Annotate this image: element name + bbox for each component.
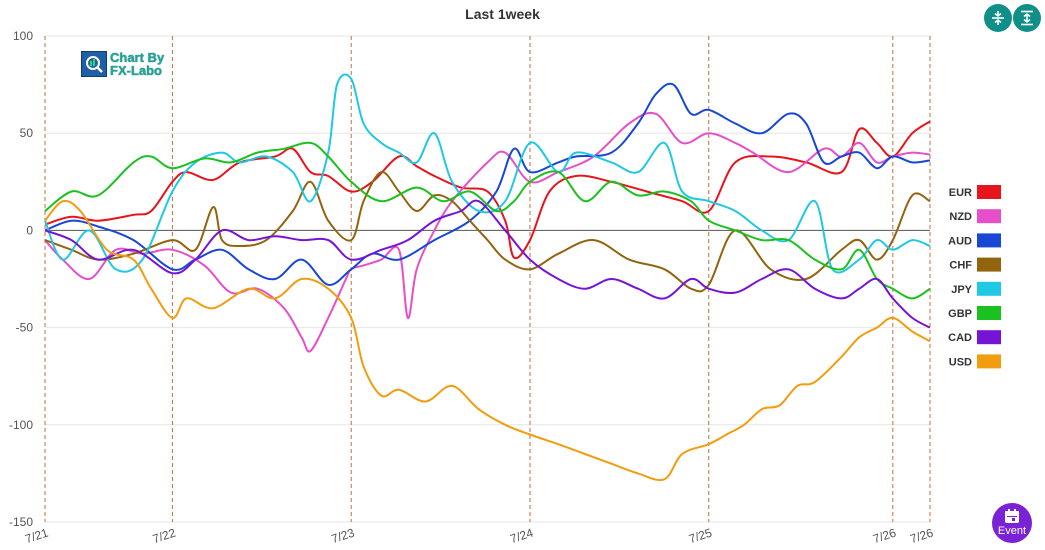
legend-item-cad[interactable]: CAD xyxy=(948,330,1001,345)
chart-logo-icon xyxy=(81,51,107,77)
series-line-nzd xyxy=(44,111,931,353)
y-tick-label: 100 xyxy=(13,29,33,43)
legend-item-chf[interactable]: CHF xyxy=(949,257,1001,272)
legend-swatch xyxy=(977,354,1001,369)
legend-swatch xyxy=(977,209,1001,224)
calendar-icon xyxy=(1005,509,1019,523)
y-tick-label: -150 xyxy=(9,515,33,529)
legend-swatch xyxy=(977,306,1001,320)
fx-labo-logo: Chart By FX-Labo xyxy=(81,51,164,77)
x-tick-label: 7/25 xyxy=(687,525,714,546)
legend-label: EUR xyxy=(949,187,972,199)
legend-label: CHF xyxy=(949,260,972,272)
logo-line-1: Chart By xyxy=(110,50,165,65)
x-tick-label: 7/22 xyxy=(151,525,178,546)
legend-item-eur[interactable]: EUR xyxy=(949,185,1001,199)
x-tick-label: 7/26 xyxy=(908,525,935,546)
legend-label: GBP xyxy=(948,308,972,320)
logo-line-2: FX-Labo xyxy=(110,63,162,78)
x-tick-label: 7/24 xyxy=(508,525,535,546)
legend-label: USD xyxy=(949,356,972,368)
y-axis-ticks: 100 50 0 -50 -100 -150 xyxy=(9,29,33,529)
series-lines xyxy=(44,73,931,482)
grid xyxy=(45,35,930,523)
collapse-vertical-icon xyxy=(992,11,1004,25)
series-line-jpy xyxy=(44,73,931,274)
expand-vertical-button[interactable] xyxy=(1013,4,1041,32)
legend-swatch xyxy=(977,330,1001,345)
y-tick-label: -100 xyxy=(9,418,33,432)
series-line-eur xyxy=(44,120,931,260)
y-tick-label: 50 xyxy=(20,126,34,140)
legend-item-gbp[interactable]: GBP xyxy=(948,306,1001,320)
collapse-vertical-button[interactable] xyxy=(984,4,1012,32)
chart-title: Last 1week xyxy=(465,6,540,22)
expand-vertical-icon xyxy=(1021,10,1033,26)
x-axis-ticks: 7/21 7/22 7/23 7/24 7/25 7/26 7/26 xyxy=(23,525,935,546)
legend-item-aud[interactable]: AUD xyxy=(948,233,1001,248)
legend-label: NZD xyxy=(949,211,972,223)
legend-label: AUD xyxy=(948,235,972,247)
legend-swatch xyxy=(977,281,1001,296)
x-tick-label: 7/23 xyxy=(330,525,357,546)
series-line-usd xyxy=(44,199,931,482)
logo-text: Chart By FX-Labo xyxy=(110,51,164,77)
legend-swatch xyxy=(977,233,1001,248)
legend-item-usd[interactable]: USD xyxy=(949,354,1001,369)
legend-item-nzd[interactable]: NZD xyxy=(949,209,1001,224)
y-tick-label: 0 xyxy=(26,223,33,237)
series-line-cad xyxy=(44,199,931,329)
legend-swatch xyxy=(977,185,1001,199)
legend-label: JPY xyxy=(951,284,972,296)
legend[interactable]: EUR NZD AUD CHF JPY GBP CAD USD xyxy=(948,185,1001,369)
y-tick-label: -50 xyxy=(16,321,34,335)
series-line-gbp xyxy=(44,141,931,300)
series-line-aud xyxy=(44,82,931,286)
series-line-chf xyxy=(44,171,931,293)
x-tick-label: 7/26 xyxy=(871,525,898,546)
legend-label: CAD xyxy=(948,332,972,344)
event-label: Event xyxy=(997,525,1027,537)
legend-swatch xyxy=(977,257,1001,272)
legend-item-jpy[interactable]: JPY xyxy=(951,281,1001,296)
event-button[interactable]: Event xyxy=(992,503,1032,543)
x-tick-label: 7/21 xyxy=(23,525,50,546)
